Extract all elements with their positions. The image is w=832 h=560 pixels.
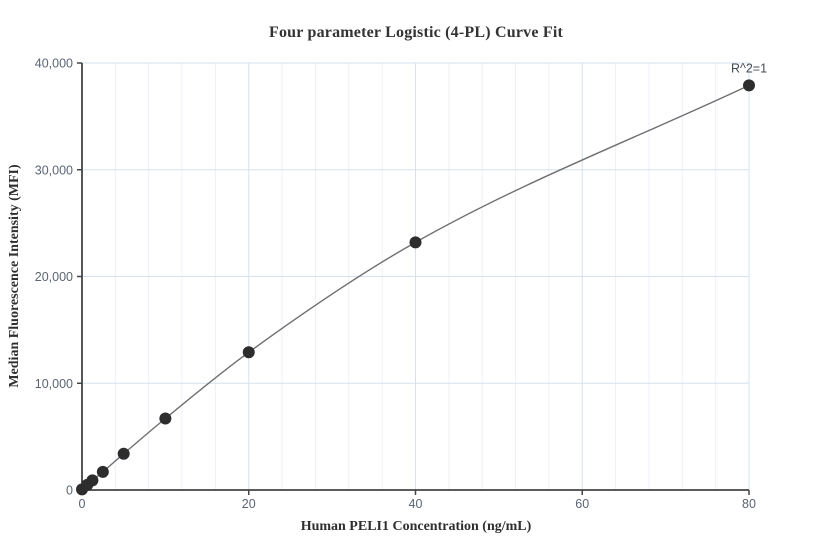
y-tick-label: 30,000 — [35, 163, 73, 177]
chart-title: Four parameter Logistic (4-PL) Curve Fit — [268, 24, 563, 41]
data-point — [159, 412, 172, 425]
data-point — [242, 346, 255, 359]
x-tick-label: 0 — [79, 497, 86, 511]
y-axis-label: Median Fluorescence Intensity (MFI) — [7, 164, 22, 388]
x-tick-label: 80 — [742, 497, 756, 511]
data-point — [743, 79, 755, 92]
y-tick-label: 40,000 — [35, 57, 73, 71]
data-point — [96, 465, 109, 478]
y-tick-label: 20,000 — [35, 270, 73, 284]
r-squared-annotation: R^2=1 — [731, 61, 767, 75]
data-point — [86, 474, 99, 487]
data-point — [117, 447, 130, 460]
y-tick-label: 0 — [66, 484, 73, 498]
x-tick-label: 40 — [409, 497, 423, 511]
y-tick-label: 10,000 — [35, 377, 73, 391]
x-axis-label: Human PELI1 Concentration (ng/mL) — [300, 519, 532, 534]
x-tick-label: 60 — [575, 497, 589, 511]
data-point — [409, 236, 422, 249]
x-tick-label: 20 — [242, 497, 256, 511]
